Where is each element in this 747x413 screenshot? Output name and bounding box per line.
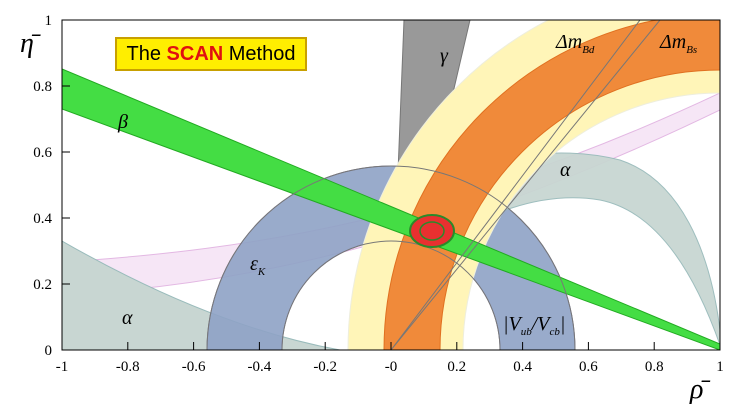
annotation-text: ε [250,253,258,275]
title-box [115,37,307,71]
x-tick-label: -0 [385,359,398,375]
annotation-text: Δm [659,31,686,53]
annotation-text: β [117,111,128,133]
x-tick-label: 1 [716,359,724,375]
title-part: The [127,43,167,65]
annotation-sub: ub [521,326,533,338]
annotation: εK [250,253,266,278]
y-tick-label: 0 [45,343,53,359]
y-axis-label: η̄ [20,28,41,59]
annotation-sub: cb [550,326,561,338]
x-axis-label: ρ̄ [689,374,710,405]
annotation-text: α [122,307,133,329]
x-tick-label: 0.8 [645,359,664,375]
y-tick-label: 0.2 [33,277,52,293]
x-tick-label: -1 [56,359,69,375]
x-tick-label: 0.2 [447,359,466,375]
annotation: ΔmBs [659,31,697,56]
y-tick-label: 0.4 [33,211,52,227]
annotation: γ [440,45,449,67]
annotation: α [560,159,571,181]
x-tick-label: -0.2 [313,359,337,375]
x-tick-label: 0.6 [579,359,598,375]
x-tick-label: 0.4 [513,359,532,375]
fit-region [409,214,455,248]
y-tick-label: 0.6 [33,145,52,161]
annotation: |Vub/Vcb| [503,313,565,338]
title-part: Method [223,43,295,65]
annotation-sub: K [257,266,266,278]
annotation: α [122,307,133,329]
annotation-text: Δm [555,31,582,53]
y-tick-label: 1 [45,13,53,29]
annotation-sub: Bd [582,44,595,56]
beta-band [62,68,720,350]
x-tick-label: -0.4 [248,359,272,375]
x-tick-label: -0.6 [182,359,206,375]
alpha-band-left [62,240,341,350]
annotation: ΔmBd [555,31,595,56]
annotation-sub: Bs [686,44,697,56]
annotation: β [117,111,128,133]
annotation-text: |V [503,313,523,335]
annotation-text: | [560,313,566,335]
chart-title: The SCAN Method [127,43,296,65]
y-tick-label: 0.8 [33,79,52,95]
constraint-regions [62,20,720,350]
annotation-text: /V [531,313,553,335]
annotation-text: α [560,159,571,181]
title-part: SCAN [167,43,224,65]
x-tick-label: -0.8 [116,359,140,375]
fit-region-inner [419,221,445,241]
annotation-text: γ [440,45,449,67]
guide-line [206,20,661,350]
